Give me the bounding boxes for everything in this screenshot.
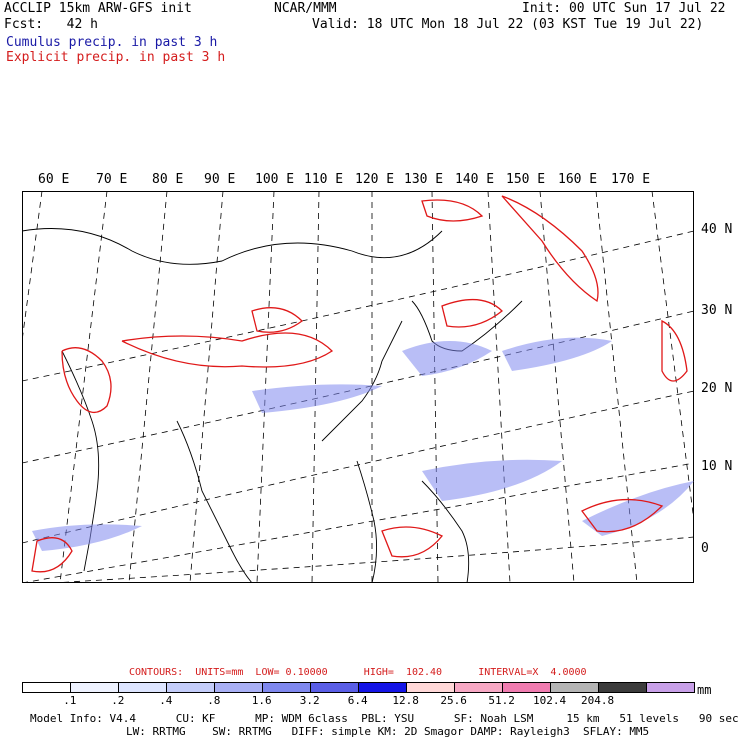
valid-time: Valid: 18 UTC Mon 18 Jul 22 (03 KST Tue … (312, 17, 704, 32)
contours-caption: CONTOURS: UNITS=mm LOW= 0.10000 HIGH= 10… (129, 667, 587, 678)
legend-value: 204.8 (581, 694, 615, 707)
cumulus-label: Cumulus precip. in past 3 h (6, 35, 218, 50)
legend-swatch (646, 682, 695, 693)
legend-swatch (22, 682, 71, 693)
legend-swatch (598, 682, 647, 693)
longitude-label: 150 E (506, 172, 546, 187)
longitude-label: 70 E (96, 172, 128, 187)
model-info-line2: LW: RRTMG SW: RRTMG DIFF: simple KM: 2D … (126, 725, 650, 738)
legend-swatch (454, 682, 503, 693)
cumulus-precip (32, 337, 694, 551)
model-info-line1: Model Info: V4.4 CU: KF MP: WDM 6class P… (30, 712, 739, 725)
longitude-label: 110 E (304, 172, 344, 187)
legend-value: 1.6 (251, 694, 272, 707)
legend-swatch (550, 682, 599, 693)
latitude-label: 20 N (701, 381, 733, 396)
legend-value: 6.4 (347, 694, 368, 707)
legend-value: 3.2 (299, 694, 320, 707)
precip-map (22, 191, 694, 583)
legend-swatch (262, 682, 311, 693)
legend-unit: mm (697, 683, 712, 697)
longitude-label: 140 E (455, 172, 495, 187)
legend-value: .1 (63, 694, 77, 707)
latitude-label: 10 N (701, 459, 733, 474)
legend-value: .8 (207, 694, 221, 707)
forecast-hour: Fcst: 42 h (4, 17, 98, 32)
longitude-label: 80 E (152, 172, 184, 187)
legend-swatch (118, 682, 167, 693)
legend-value: .2 (111, 694, 125, 707)
legend-swatch (358, 682, 407, 693)
model-title: ACCLIP 15km ARW-GFS init (4, 1, 192, 16)
latitude-label: 30 N (701, 303, 733, 318)
longitude-label: 120 E (355, 172, 395, 187)
longitude-label: 130 E (404, 172, 444, 187)
explicit-precip (31, 195, 688, 573)
legend-swatch (310, 682, 359, 693)
legend-swatch (70, 682, 119, 693)
legend-value: .4 (159, 694, 173, 707)
center-label: NCAR/MMM (274, 1, 337, 16)
legend-swatch (166, 682, 215, 693)
longitude-label: 170 E (611, 172, 651, 187)
latitude-label: 40 N (701, 222, 733, 237)
legend-value: 102.4 (533, 694, 567, 707)
longitude-label: 100 E (255, 172, 295, 187)
explicit-label: Explicit precip. in past 3 h (6, 50, 226, 65)
init-time: Init: 00 UTC Sun 17 Jul 22 (522, 1, 726, 16)
legend-swatch (214, 682, 263, 693)
longitude-label: 60 E (38, 172, 70, 187)
longitude-label: 160 E (558, 172, 598, 187)
latitude-label: 0 (701, 541, 709, 556)
legend-value: 51.2 (488, 694, 515, 707)
longitude-label: 90 E (204, 172, 236, 187)
legend-value: 12.8 (392, 694, 419, 707)
legend-swatch (502, 682, 551, 693)
legend-value: 25.6 (440, 694, 467, 707)
legend-swatch (406, 682, 455, 693)
